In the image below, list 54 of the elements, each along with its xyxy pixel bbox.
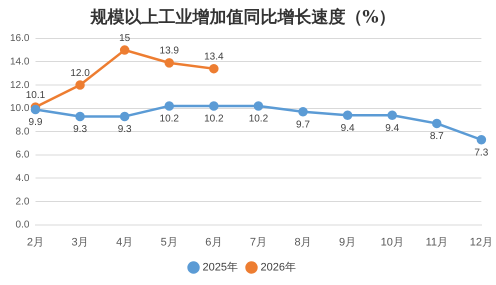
y-tick-label: 12.0 — [10, 80, 30, 91]
x-tick-label: 11月 — [426, 236, 448, 248]
data-label: 10.2 — [248, 114, 269, 125]
x-tick-label: 10月 — [380, 236, 404, 248]
y-tick-label: 8.0 — [16, 126, 30, 138]
point — [476, 135, 486, 145]
x-tick-label: 4月 — [116, 236, 134, 248]
x-tick-label: 6月 — [205, 236, 222, 248]
point — [298, 107, 308, 117]
y-tick-label: 10.0 — [10, 103, 30, 114]
point — [254, 101, 264, 111]
data-label: 9.9 — [28, 117, 43, 128]
x-tick-label: 2月 — [26, 236, 44, 248]
point — [30, 104, 40, 114]
data-label: 9.4 — [385, 123, 400, 134]
y-tick-label: 14.0 — [10, 56, 30, 68]
point — [209, 101, 219, 111]
point — [164, 58, 174, 68]
data-label: 13.9 — [160, 46, 180, 57]
point — [342, 110, 352, 120]
data-label: 9.3 — [118, 124, 132, 136]
chart-title: 规模以上工业增加值同比增长速度（%） — [89, 8, 396, 28]
x-tick-label: 12月 — [470, 236, 494, 248]
x-tick-label: 3月 — [71, 236, 89, 248]
y-tick-label: 6.0 — [16, 150, 30, 161]
y-tick-label: 16.0 — [10, 33, 30, 44]
point — [120, 112, 130, 122]
y-tick-label: 4.0 — [16, 172, 30, 184]
point — [120, 45, 130, 55]
point — [75, 80, 85, 90]
data-label: 13.4 — [204, 51, 224, 62]
data-label: 15 — [119, 32, 131, 44]
data-label: 9.4 — [340, 123, 355, 134]
point — [209, 64, 219, 74]
x-tick-label: 7月 — [250, 236, 267, 248]
data-label: 7.3 — [474, 148, 489, 159]
data-label: 12.0 — [70, 68, 90, 79]
data-label: 8.7 — [430, 131, 444, 142]
data-label: 10.2 — [204, 114, 224, 125]
legend-label: 2025年 — [202, 262, 238, 274]
point — [75, 112, 85, 122]
data-label: 10.1 — [26, 90, 46, 101]
point — [387, 110, 397, 120]
data-label: 9.7 — [296, 120, 310, 131]
y-tick-label: 2.0 — [16, 196, 30, 208]
y-tick-label: 0.0 — [16, 220, 30, 231]
x-tick-label: 9月 — [339, 236, 356, 248]
data-label: 10.2 — [160, 114, 180, 125]
point — [164, 101, 174, 111]
legend-label: 2026年 — [260, 262, 296, 274]
x-tick-label: 5月 — [160, 236, 178, 248]
x-tick-label: 8月 — [294, 236, 312, 248]
point — [432, 118, 442, 128]
data-label: 9.3 — [73, 124, 88, 136]
